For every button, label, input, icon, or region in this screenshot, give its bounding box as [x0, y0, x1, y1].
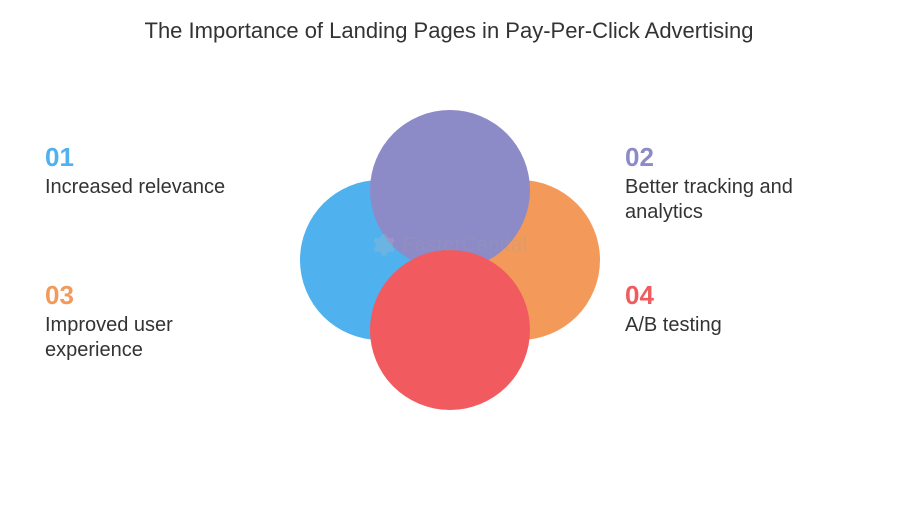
item-02-number: 02 — [625, 142, 865, 173]
item-04-number: 04 — [625, 280, 855, 311]
item-01-number: 01 — [45, 142, 275, 173]
circle-bottom — [370, 250, 530, 410]
page-title: The Importance of Landing Pages in Pay-P… — [0, 18, 898, 44]
watermark-text: FasterCapital — [402, 234, 527, 257]
gear-icon — [370, 232, 396, 258]
item-03: 03 Improved user experience — [45, 280, 255, 363]
item-04-label: A/B testing — [625, 313, 855, 338]
item-02: 02 Better tracking and analytics — [625, 142, 865, 225]
item-01-label: Increased relevance — [45, 175, 275, 200]
watermark: FasterCapital — [370, 232, 527, 258]
item-03-number: 03 — [45, 280, 255, 311]
item-02-label: Better tracking and analytics — [625, 175, 865, 225]
item-01: 01 Increased relevance — [45, 142, 275, 200]
item-03-label: Improved user experience — [45, 313, 255, 363]
item-04: 04 A/B testing — [625, 280, 855, 338]
